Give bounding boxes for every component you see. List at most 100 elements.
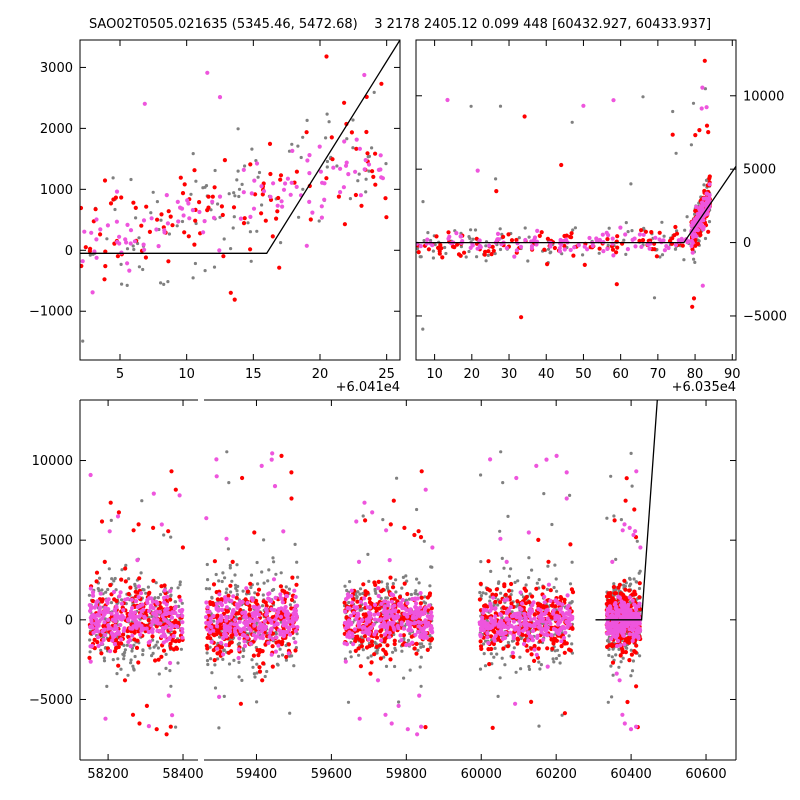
red-point [367, 600, 373, 605]
magenta-point [217, 592, 222, 597]
magenta-point [278, 632, 283, 637]
gray-point [518, 655, 522, 659]
magenta-point [454, 231, 459, 236]
red-point [260, 192, 265, 197]
magenta-point [491, 595, 496, 600]
magenta-point [350, 600, 355, 605]
gray-point [253, 675, 257, 679]
y-tick-label: 0 [743, 236, 751, 251]
magenta-point [268, 194, 273, 199]
gray-point [122, 643, 126, 648]
magenta-point [363, 158, 368, 163]
magenta-point [400, 597, 405, 603]
red-point [161, 648, 167, 653]
red-point [362, 634, 367, 639]
points-top-left [80, 54, 389, 343]
magenta-point [621, 633, 627, 638]
gray-point [261, 593, 265, 597]
magenta-point [636, 634, 641, 639]
magenta-point [204, 620, 209, 626]
magenta-point [293, 594, 298, 600]
red-point [702, 58, 707, 63]
gray-point [400, 649, 404, 653]
magenta-point [556, 631, 561, 637]
magenta-point [320, 180, 325, 185]
gray-point [296, 575, 300, 579]
magenta-point [288, 632, 293, 637]
red-point [358, 664, 363, 669]
red-point [123, 579, 128, 584]
magenta-point [166, 693, 171, 698]
gray-point [552, 585, 556, 590]
red-point [368, 671, 373, 676]
red-point [462, 250, 467, 255]
gray-point [394, 578, 398, 582]
gray-point [241, 589, 245, 593]
magenta-point [576, 243, 581, 248]
x-offset-label: +6.035e4 [672, 380, 736, 395]
magenta-point [169, 623, 174, 628]
magenta-point [522, 623, 527, 628]
red-point [693, 133, 698, 138]
gray-point [124, 563, 128, 568]
gray-point [106, 587, 110, 592]
magenta-point [545, 625, 550, 630]
gray-point [233, 583, 238, 587]
gray-point [384, 664, 389, 669]
magenta-point [90, 625, 95, 630]
gray-point [227, 481, 231, 485]
gray-point [443, 245, 447, 250]
red-point [374, 635, 380, 640]
magenta-point [170, 713, 175, 718]
red-point [123, 566, 128, 571]
red-point [486, 249, 491, 254]
red-point [289, 597, 295, 603]
red-point [483, 249, 488, 254]
magenta-point [633, 606, 638, 611]
magenta-point [284, 629, 290, 635]
magenta-point [401, 626, 406, 631]
magenta-point [515, 241, 520, 246]
gray-point [113, 576, 117, 581]
magenta-point [254, 161, 260, 166]
red-point [559, 162, 564, 168]
red-point [206, 194, 211, 199]
magenta-point [142, 247, 147, 252]
gray-point [552, 660, 556, 664]
red-point [275, 209, 280, 214]
red-point [342, 100, 347, 105]
gray-point [203, 269, 207, 273]
red-point [168, 605, 173, 610]
red-point [405, 591, 410, 597]
gray-point [305, 118, 309, 122]
magenta-point [173, 610, 178, 616]
gray-point [429, 565, 433, 569]
gray-point [146, 585, 150, 589]
magenta-point [549, 633, 554, 638]
magenta-point [551, 626, 557, 632]
red-point [137, 576, 142, 581]
red-point [336, 194, 341, 199]
magenta-point [701, 196, 706, 201]
gray-point [469, 228, 473, 232]
gray-point [151, 651, 155, 656]
gray-point [132, 643, 136, 647]
gray-point [254, 159, 258, 163]
magenta-point [110, 638, 115, 643]
magenta-point [458, 234, 463, 239]
red-point [570, 625, 575, 631]
gray-point [375, 651, 379, 655]
magenta-point [162, 588, 167, 593]
red-point [206, 205, 211, 210]
magenta-point [532, 647, 537, 652]
gray-point [361, 514, 365, 518]
gray-point [169, 594, 173, 598]
magenta-point [116, 614, 121, 619]
red-point [156, 657, 161, 662]
gray-point [607, 226, 611, 230]
gray-point [597, 251, 601, 255]
gray-point [126, 673, 130, 677]
gray-point [356, 179, 360, 183]
magenta-point [319, 204, 324, 209]
magenta-point [630, 638, 635, 644]
